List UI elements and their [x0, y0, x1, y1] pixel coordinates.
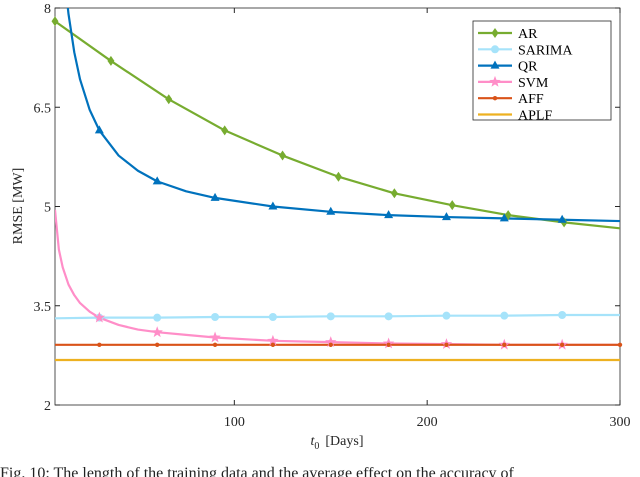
- y-tick-label: 2: [44, 399, 51, 414]
- x-tick-label: 100: [224, 415, 245, 430]
- figure-caption: Fig. 10: The length of the training data…: [0, 465, 514, 477]
- marker-qr: [441, 212, 451, 221]
- marker-qr: [326, 206, 336, 215]
- legend-box: [472, 20, 612, 121]
- marker-sarima: [558, 311, 567, 320]
- marker-aff: [386, 342, 391, 347]
- x-axis-label: t0 [Days]: [311, 434, 364, 452]
- marker-aff: [617, 342, 623, 347]
- y-tick-label: 6.5: [34, 101, 52, 116]
- line-svm: [55, 209, 620, 346]
- legend-marker-qr: [490, 60, 500, 69]
- marker-sarima: [442, 311, 451, 320]
- marker-sarima: [268, 312, 277, 321]
- marker-sarima: [384, 312, 393, 321]
- marker-aff: [155, 342, 160, 347]
- marker-sarima: [326, 312, 335, 321]
- marker-aff: [502, 342, 507, 347]
- legend-label-ar: AR: [518, 27, 538, 42]
- marker-qr: [94, 125, 104, 134]
- marker-qr: [499, 213, 509, 222]
- marker-svm: [267, 334, 279, 346]
- marker-qr: [557, 214, 567, 223]
- marker-qr: [268, 201, 278, 210]
- line-qr: [66, 8, 620, 223]
- marker-qr: [384, 210, 394, 219]
- legend-label-sarima: SARIMA: [518, 43, 573, 58]
- marker-ar: [165, 94, 173, 105]
- line-sarima: [55, 313, 620, 320]
- marker-qr: [152, 176, 162, 185]
- legend-label-svm: SVM: [518, 76, 549, 91]
- marker-ar: [279, 150, 287, 161]
- marker-qr: [210, 192, 220, 201]
- marker-svm: [325, 336, 337, 347]
- marker-aff: [444, 342, 449, 347]
- legend-marker-sarima: [491, 45, 499, 54]
- marker-svm: [209, 331, 221, 343]
- legend-label-aff: AFF: [518, 92, 544, 107]
- series-markers: [51, 16, 623, 350]
- marker-sarima: [153, 313, 162, 322]
- marker-aff: [212, 342, 218, 347]
- marker-ar: [448, 200, 456, 211]
- marker-aff: [270, 342, 276, 347]
- y-axis-label: RMSE [MW]: [11, 168, 26, 245]
- axes: 100 200 300 2 3.5 5 6.5 8: [34, 2, 631, 430]
- marker-sarima: [211, 312, 220, 321]
- y-tick-label: 8: [44, 2, 51, 17]
- y-tick-label: 3.5: [34, 300, 52, 315]
- marker-ar: [221, 125, 229, 136]
- y-tick-label: 5: [44, 201, 51, 216]
- marker-aff: [559, 342, 565, 347]
- legend-marker-aff: [492, 96, 498, 101]
- x-tick-label: 300: [610, 415, 631, 430]
- legend-label-qr: QR: [518, 60, 538, 75]
- marker-svm: [93, 311, 106, 323]
- legend-marker-svm: [489, 75, 501, 87]
- marker-aff: [97, 342, 102, 347]
- marker-aff: [328, 342, 333, 347]
- marker-sarima: [500, 311, 509, 320]
- legend-marker-ar: [491, 28, 499, 38]
- marker-ar: [334, 171, 342, 182]
- marker-ar: [51, 16, 59, 27]
- marker-ar: [390, 188, 398, 199]
- marker-svm: [151, 326, 163, 338]
- marker-ar: [107, 55, 115, 66]
- legend-label-aplf: APLF: [518, 109, 552, 124]
- x-tick-label: 200: [417, 415, 438, 430]
